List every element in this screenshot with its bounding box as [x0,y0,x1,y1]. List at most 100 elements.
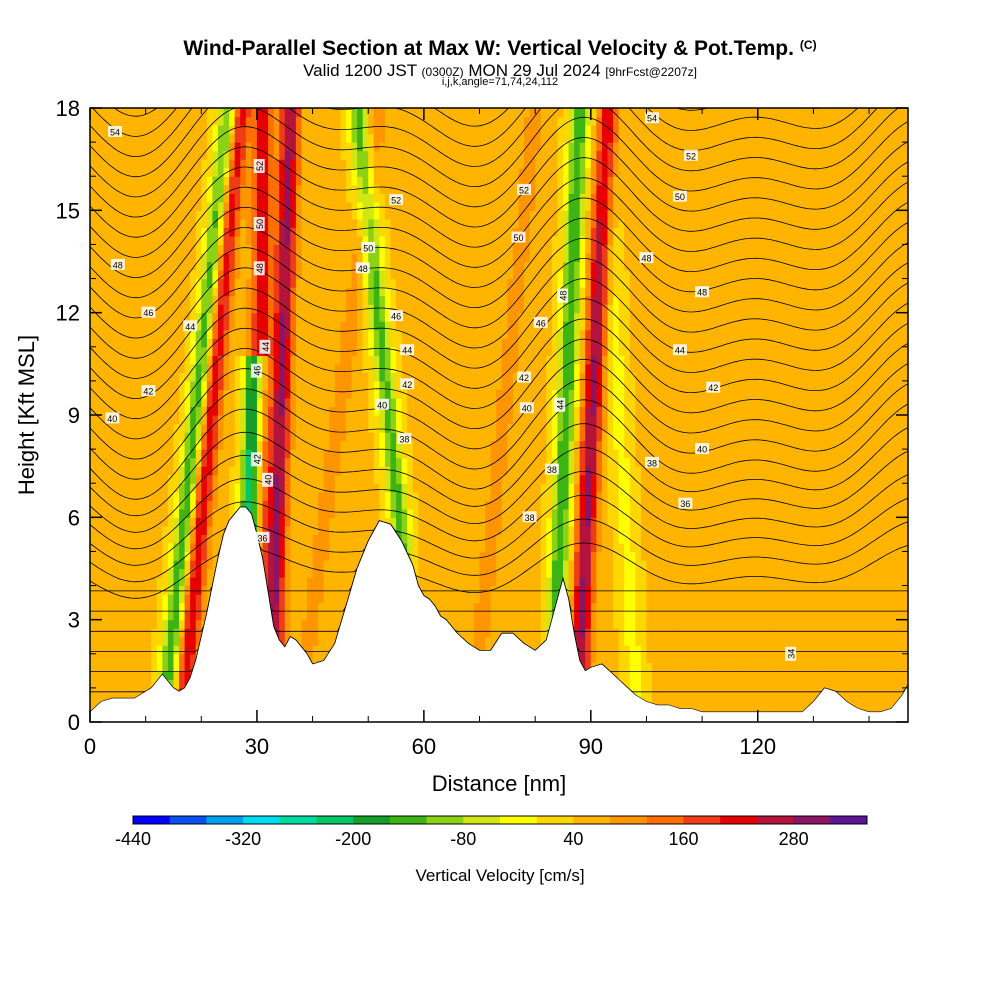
velocity-cell [307,218,314,228]
velocity-cell [173,380,180,391]
velocity-cell [295,227,303,237]
velocity-cell [117,500,124,510]
velocity-cell [307,184,314,194]
velocity-cell [429,295,436,305]
velocity-cell [373,449,380,459]
velocity-cell [345,218,353,228]
velocity-cell [457,619,464,629]
velocity-cell [429,491,436,501]
velocity-cell [384,227,392,237]
velocity-cell [128,346,136,356]
velocity-cell [145,500,152,510]
velocity-cell [106,432,113,442]
velocity-cell [340,525,347,535]
velocity-cell [117,252,124,263]
velocity-cell [128,551,136,561]
velocity-cell [329,108,336,118]
velocity-cell [284,423,291,433]
velocity-cell [284,415,291,425]
velocity-cell [446,159,453,169]
velocity-cell [307,252,314,263]
velocity-cell [345,534,353,544]
velocity-cell [446,304,453,314]
velocity-cell [206,108,214,118]
velocity-cell [95,525,102,535]
velocity-cell [145,568,152,578]
velocity-cell [217,244,225,254]
velocity-cell [212,329,219,339]
velocity-cell [401,133,408,143]
velocity-cell [95,389,102,399]
velocity-cell [151,568,158,578]
velocity-cell [245,159,252,169]
velocity-cell [229,338,236,348]
velocity-cell [217,125,225,135]
velocity-cell [357,193,364,203]
velocity-cell [457,133,464,143]
velocity-cell [329,517,336,527]
velocity-cell [179,466,186,476]
velocity-cell [323,432,330,442]
velocity-cell [307,517,314,527]
velocity-cell [340,235,347,246]
velocity-cell [290,167,297,177]
velocity-cell [446,466,453,476]
velocity-cell [179,534,186,544]
velocity-cell [307,415,314,425]
velocity-cell [312,491,319,501]
velocity-cell [379,508,386,518]
velocity-cell [295,287,303,297]
velocity-cell [284,278,291,288]
velocity-cell [106,150,113,160]
velocity-cell [117,218,124,228]
velocity-cell [184,542,191,553]
velocity-cell [412,338,419,348]
velocity-cell [162,517,169,527]
velocity-cell [190,201,197,211]
velocity-cell [357,380,364,391]
velocity-cell [379,150,386,160]
velocity-cell [429,159,436,169]
velocity-cell [234,125,241,135]
velocity-cell [451,133,458,143]
velocity-cell [167,440,175,450]
velocity-cell [351,551,358,561]
velocity-cell [128,201,136,211]
velocity-cell [268,159,275,169]
velocity-cell [201,491,208,501]
velocity-cell [329,551,336,561]
velocity-cell [318,534,325,544]
velocity-cell [401,500,408,510]
velocity-cell [206,261,214,271]
velocity-cell [468,551,475,561]
velocity-cell [162,244,169,254]
velocity-cell [101,551,108,561]
velocity-cell [256,474,264,484]
velocity-cell [384,142,392,152]
velocity-cell [234,466,241,476]
velocity-cell [345,252,353,263]
velocity-cell [301,150,308,160]
velocity-cell [128,415,136,425]
velocity-cell [379,201,386,211]
velocity-cell [373,312,380,322]
velocity-cell [151,466,158,476]
velocity-cell [195,184,202,194]
velocity-cell [234,295,241,305]
velocity-cell [117,559,124,570]
velocity-cell [457,312,464,322]
velocity-cell [117,363,124,373]
velocity-cell [373,500,380,510]
velocity-cell [473,636,481,646]
velocity-cell [140,184,147,194]
velocity-cell [123,218,130,228]
velocity-cell [217,517,225,527]
velocity-cell [295,329,303,339]
velocity-cell [451,619,458,629]
velocity-cell [101,466,108,476]
velocity-cell [262,457,269,467]
velocity-cell [373,474,380,484]
velocity-cell [457,338,464,348]
velocity-cell [229,261,236,271]
velocity-cell [312,270,319,280]
